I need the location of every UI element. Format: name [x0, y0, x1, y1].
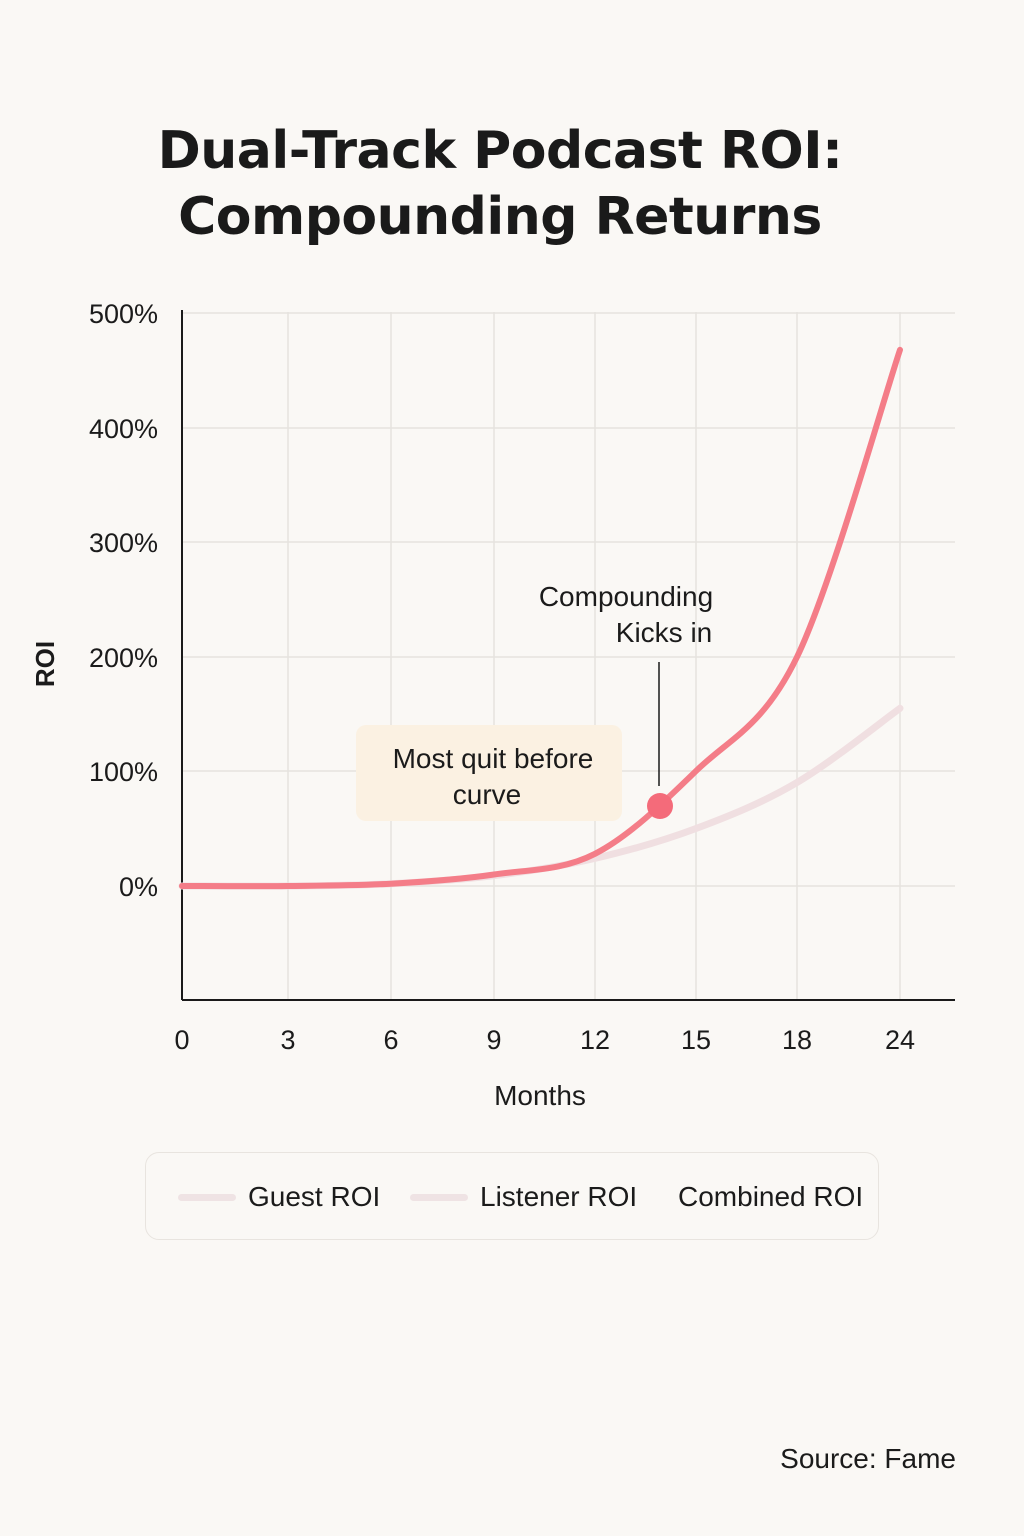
legend-item-guest-roi: Guest ROI — [178, 1153, 380, 1241]
legend-label-combined-roi: Combined ROI — [678, 1181, 864, 1212]
y-axis-title: ROI — [30, 641, 60, 687]
legend-label-guest-roi: Guest ROI — [248, 1181, 381, 1212]
legend-item-listener-roi: Listener ROI — [410, 1153, 637, 1241]
legend-label-listener-roi: Listener ROI — [480, 1181, 638, 1212]
series-line-combined-roi — [179, 346, 903, 890]
y-tick-label: 200% — [89, 643, 158, 673]
x-tick-label: 9 — [486, 1025, 501, 1055]
x-tick-label: 0 — [174, 1025, 189, 1055]
y-tick-label: 500% — [89, 299, 158, 329]
y-tick-label: 300% — [89, 528, 158, 558]
callout-box — [356, 725, 622, 821]
y-tick-label: 0% — [119, 872, 158, 902]
source-credit: Source: Fame — [780, 1443, 956, 1474]
x-tick-label: 3 — [280, 1025, 295, 1055]
chart-title-line-2: Compounding Returns — [178, 187, 822, 247]
highlight-dot — [647, 793, 673, 819]
y-tick-label: 400% — [89, 414, 158, 444]
legend-swatch-listener-roi — [410, 1193, 468, 1201]
annotation-text-line: Compounding — [539, 581, 713, 612]
chart-legend: Guest ROI Listener ROI Combined ROI — [145, 1152, 879, 1240]
legend-swatch-guest-roi — [178, 1193, 236, 1201]
callout-text-line: Most quit before — [393, 743, 594, 774]
x-tick-label: 6 — [383, 1025, 398, 1055]
x-axis-title: Months — [494, 1080, 586, 1111]
chart-title-line-1: Dual-Track Podcast ROI: — [157, 121, 843, 181]
y-tick-label: 100% — [89, 757, 158, 787]
x-tick-label: 12 — [580, 1025, 610, 1055]
chart-title: Dual-Track Podcast ROI: Compounding Retu… — [0, 118, 1000, 250]
x-tick-label: 15 — [681, 1025, 711, 1055]
callout-text-line: curve — [453, 779, 521, 810]
x-tick-label: 24 — [885, 1025, 915, 1055]
legend-item-combined-roi: Combined ROI — [678, 1153, 863, 1241]
annotation-text-line: Kicks in — [616, 617, 712, 648]
x-tick-label: 18 — [782, 1025, 812, 1055]
